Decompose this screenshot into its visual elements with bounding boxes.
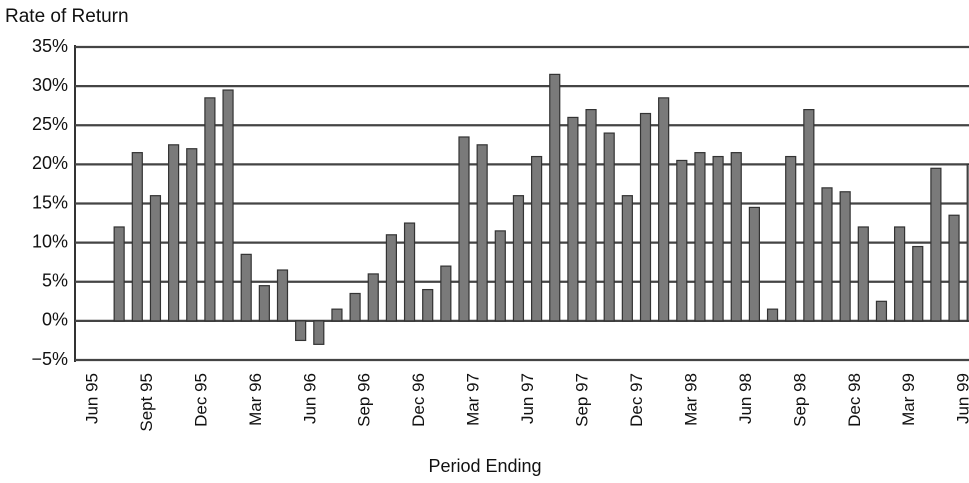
bar (186, 148, 198, 322)
bar (331, 308, 343, 322)
bar (785, 155, 797, 322)
bar (367, 273, 379, 322)
bar (694, 152, 706, 322)
bar (222, 89, 234, 322)
bar (948, 214, 960, 322)
bar (349, 292, 361, 322)
x-tick-label: Mar 99 (899, 373, 918, 426)
x-tick-label: Dec 96 (409, 373, 428, 427)
bar (512, 195, 525, 322)
bar (676, 159, 688, 322)
bar (912, 245, 924, 322)
x-tick-label: Sep 96 (355, 373, 374, 427)
x-tick-label: Sept 95 (137, 373, 156, 432)
y-tick-label: 5% (42, 271, 68, 291)
x-tick-label: Dec 97 (627, 373, 646, 427)
bar (966, 163, 969, 322)
x-tick-label: Sep 98 (790, 373, 809, 427)
bar (149, 195, 162, 322)
bar (258, 285, 270, 322)
bar (712, 155, 724, 322)
x-tick-label: Dec 98 (845, 373, 864, 427)
x-tick-label: Sep 97 (573, 373, 592, 427)
x-tick-label: Mar 97 (464, 373, 483, 426)
x-tick-label: Jun 99 (954, 373, 969, 424)
bar (422, 288, 434, 322)
bar (131, 152, 143, 322)
x-tick-label: Jun 95 (82, 373, 101, 424)
bar (313, 320, 325, 345)
bar (240, 253, 252, 322)
bar (276, 269, 289, 322)
x-tick-label: Mar 96 (246, 373, 265, 426)
bar (875, 300, 888, 322)
y-tick-label: 35% (32, 36, 68, 56)
x-tick-label: Jun 96 (300, 373, 319, 424)
bar (204, 97, 216, 322)
bar (476, 144, 488, 322)
bar (567, 116, 579, 322)
bar (585, 108, 597, 322)
bar (658, 97, 670, 322)
bar (549, 73, 561, 322)
x-tick-label: Jun 98 (736, 373, 755, 424)
x-tick-label: Dec 95 (191, 373, 210, 427)
y-tick-label: 0% (42, 310, 68, 330)
y-tick-label: 25% (32, 114, 68, 134)
bar (803, 108, 815, 322)
bar (639, 112, 652, 322)
bar (839, 191, 851, 322)
bar (893, 226, 906, 322)
bar (168, 144, 180, 322)
bar (766, 308, 779, 322)
x-tick-label: Mar 98 (681, 373, 700, 426)
x-tick-label: Jun 97 (518, 373, 537, 424)
y-tick-label: −5% (31, 349, 68, 369)
bar (530, 155, 543, 322)
bar (113, 226, 125, 322)
y-tick-label: 20% (32, 153, 68, 173)
bar (385, 234, 397, 322)
bar (295, 320, 307, 342)
bar (494, 230, 506, 322)
y-tick-label: 30% (32, 75, 68, 95)
bar (440, 265, 452, 322)
bar (621, 195, 633, 322)
bar (821, 187, 833, 322)
bar (748, 206, 761, 322)
bar (930, 167, 942, 322)
chart-title: Rate of Return (5, 6, 129, 27)
x-axis-title: Period Ending (428, 456, 541, 476)
bar (458, 136, 470, 322)
bar (403, 222, 416, 322)
bar (857, 226, 869, 322)
y-tick-label: 10% (32, 231, 68, 251)
bar (603, 132, 615, 322)
bar (730, 152, 742, 322)
y-tick-label: 15% (32, 192, 68, 212)
